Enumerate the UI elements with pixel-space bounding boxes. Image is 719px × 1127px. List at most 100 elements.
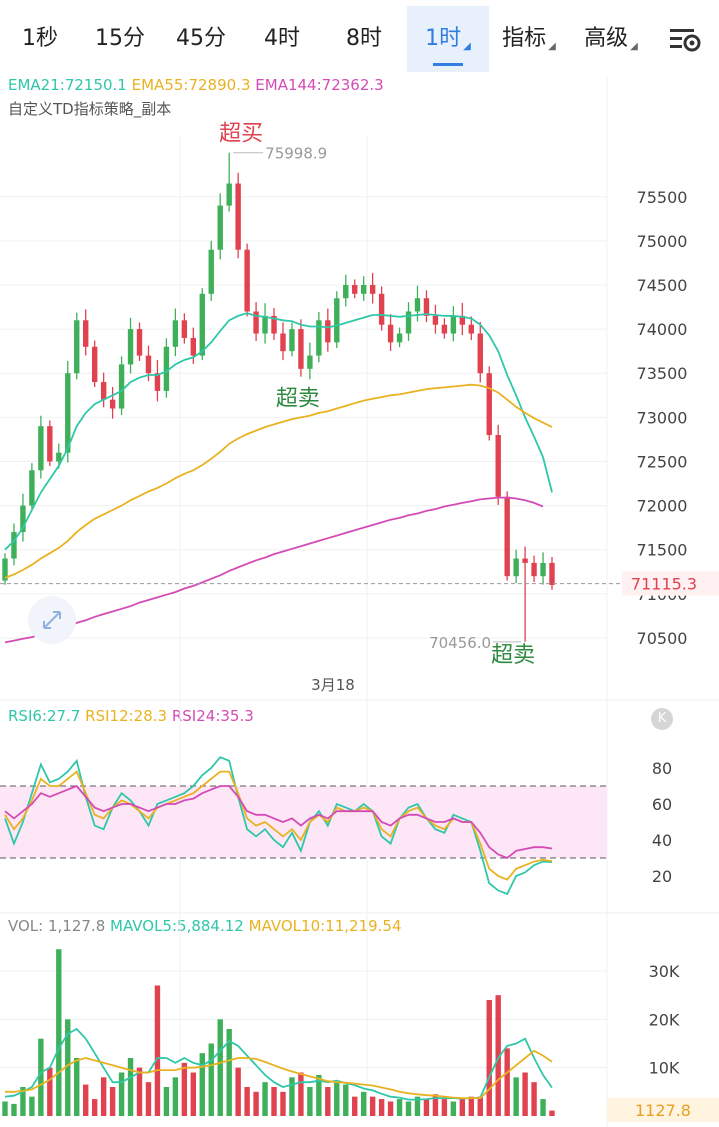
volume-bar: [360, 1091, 367, 1116]
volume-bar: [495, 995, 501, 1116]
candle: [450, 306, 457, 342]
candle-body: [74, 320, 80, 374]
rsi-tick-label: 20: [652, 867, 672, 886]
candle-body: [217, 205, 223, 250]
expand-arrows-icon: [43, 611, 61, 629]
candle: [163, 338, 170, 398]
candle: [369, 272, 376, 304]
candle: [262, 303, 268, 344]
price-tick-label: 74000: [637, 320, 688, 339]
candle: [118, 356, 125, 415]
min-price-label: 70456.0: [429, 634, 491, 652]
candle-body: [65, 373, 71, 453]
settings-icon-graphic: [670, 29, 701, 52]
volume-bar: [65, 1019, 71, 1116]
tab-6[interactable]: 1时 ◢: [407, 6, 489, 72]
signal-annotation: 超卖: [491, 643, 535, 668]
candle-body: [343, 285, 349, 299]
vol-legend: VOL: 1,127.8: [8, 917, 106, 935]
candle-body: [262, 315, 268, 334]
signal-annotation: 超买: [219, 122, 263, 147]
last-price-label: 71115.3: [631, 575, 697, 594]
volume-bar: [154, 985, 161, 1116]
ema55-line: [4, 383, 553, 579]
candle: [271, 307, 277, 340]
candle-body: [199, 293, 205, 356]
date-tick-label: 3月18: [311, 676, 355, 694]
candle-body: [504, 496, 510, 577]
candle-body: [360, 285, 367, 294]
volume-bar: [540, 1099, 546, 1116]
mavol10-legend: MAVOL10:11,219.54: [248, 917, 402, 935]
ema144-legend: EMA144:72362.3: [255, 76, 384, 94]
candle-body: [405, 311, 412, 334]
candle-body: [352, 285, 358, 294]
rsi12-legend: RSI12:28.3: [85, 707, 168, 725]
candle-body: [289, 329, 295, 352]
candle: [217, 193, 223, 260]
candle: [423, 290, 430, 323]
tab-4[interactable]: 4时: [243, 6, 321, 72]
active-tab-underline: [433, 63, 463, 66]
volume-bar: [405, 1101, 412, 1116]
volume-tick-label: 30K: [649, 962, 680, 981]
candle-body: [136, 329, 143, 356]
candle-body: [235, 183, 241, 250]
tab-2[interactable]: 15分: [82, 6, 158, 72]
ema144-line: [4, 496, 544, 644]
volume-bar: [217, 1019, 223, 1116]
volume-bar: [396, 1099, 403, 1116]
tab-label: 1时: [425, 26, 462, 51]
tab-label: 8时: [346, 26, 382, 51]
tab-label: 1秒: [22, 26, 58, 51]
price-tick-label: 74500: [637, 276, 688, 295]
last-price-tag: [622, 571, 719, 596]
candle: [504, 491, 510, 581]
candle-body: [540, 562, 546, 577]
volume-bar: [226, 1029, 232, 1116]
candle-body: [109, 399, 116, 409]
candle-body: [486, 373, 492, 435]
candle-body: [163, 346, 170, 391]
candle-body: [280, 333, 286, 352]
volume-bar: [29, 1096, 35, 1116]
tab-1[interactable]: 1秒: [2, 6, 78, 72]
volume-bar: [334, 1082, 340, 1116]
volume-bar: [369, 1096, 376, 1116]
tab-3[interactable]: 45分: [162, 6, 240, 72]
tab-7[interactable]: 指标 ◢: [489, 6, 569, 72]
volume-bar: [11, 1103, 17, 1116]
volume-bar: [450, 1101, 457, 1116]
candle-body: [2, 558, 8, 581]
tab-5[interactable]: 8时: [325, 6, 403, 72]
candle-body: [468, 324, 474, 334]
tab-label: 4时: [264, 26, 300, 51]
tab-8[interactable]: 高级 ◢: [571, 6, 651, 72]
candle: [495, 424, 501, 505]
mavol10-line: [5, 1049, 553, 1099]
volume-bar: [163, 1087, 170, 1116]
rsi-tick-label: 40: [652, 831, 672, 850]
candle-body: [459, 315, 466, 325]
tab-label: 15分: [95, 26, 145, 51]
volume-bar: [343, 1084, 349, 1116]
collapse-indicator-button[interactable]: K: [651, 708, 673, 730]
candle: [47, 420, 53, 467]
candle-body: [369, 285, 376, 294]
settings-icon[interactable]: [668, 26, 702, 54]
tab-label: 高级: [584, 26, 629, 51]
candle: [459, 302, 466, 336]
candle-body: [244, 249, 250, 312]
candle: [83, 309, 89, 356]
volume-bar: [316, 1074, 322, 1116]
tab-label: 45分: [176, 26, 226, 51]
volume-bar: [235, 1067, 241, 1116]
volume-bar: [109, 1087, 116, 1116]
candle: [307, 342, 313, 380]
candle-body: [414, 298, 421, 312]
candle-body: [145, 355, 152, 374]
candle-body: [172, 320, 179, 347]
rsi24-legend: RSI24:35.3: [171, 707, 254, 725]
